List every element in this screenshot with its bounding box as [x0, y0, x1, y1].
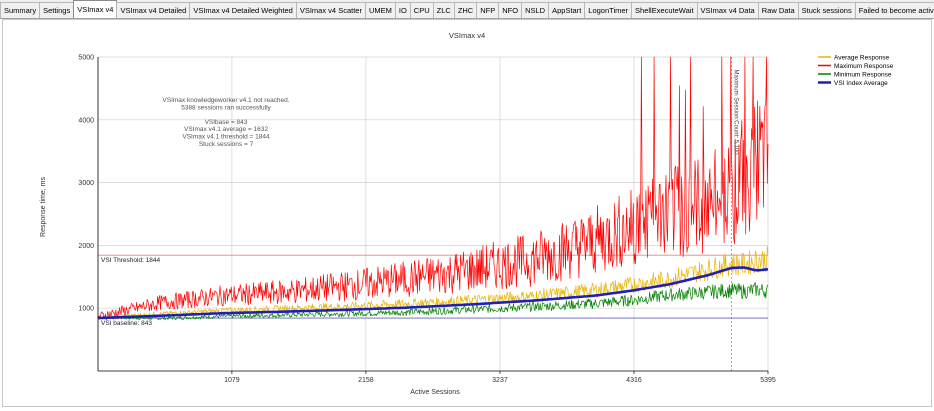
tab-appstart[interactable]: AppStart [548, 2, 586, 18]
tab-settings[interactable]: Settings [39, 2, 75, 18]
series-maximum-response [97, 56, 769, 321]
tab-nsld[interactable]: NSLD [521, 2, 550, 18]
y-axis-label: Response time, ms [40, 177, 47, 237]
x-tick-label: 2158 [358, 377, 374, 384]
x-tick-label: 5395 [760, 377, 776, 384]
tab-summary[interactable]: Summary [0, 2, 41, 18]
legend-entry: Maximum Response [834, 63, 894, 70]
annotation-line: VSImax v4.1 average = 1632 [184, 126, 268, 133]
tab-failed-to-become-active[interactable]: Failed to become active [854, 2, 934, 18]
annotation-block: VSImax knowledgeworker v4.1 not reached.… [162, 97, 289, 148]
tab-logontimer[interactable]: LogonTimer [584, 2, 633, 18]
series-group [97, 56, 769, 321]
tab-vsimax-v4-detailed-weighted[interactable]: VSImax v4 Detailed Weighted [189, 2, 297, 18]
chart-title: VSImax v4 [449, 31, 485, 40]
legend-entry: VSI Index Average [834, 80, 888, 87]
series-vsi-index-average [97, 266, 769, 320]
tab-umem[interactable]: UMEM [364, 2, 396, 18]
x-axis-label: Active Sessions [410, 389, 460, 396]
tab-raw-data[interactable]: Raw Data [757, 2, 799, 18]
tab-vsimax-v4-detailed[interactable]: VSImax v4 Detailed [116, 2, 191, 18]
tab-zlc[interactable]: ZLC [432, 2, 455, 18]
y-tick-label: 5000 [78, 55, 94, 62]
y-tick-label: 3000 [78, 180, 94, 187]
annotation-line: VSIbase = 843 [205, 119, 248, 126]
series-average-response [97, 246, 769, 320]
y-tick-label: 2000 [78, 243, 94, 250]
tab-stuck-sessions[interactable]: Stuck sessions [797, 2, 856, 18]
x-tick-label: 4316 [626, 377, 642, 384]
tab-vsimax-v4[interactable]: VSImax v4 [73, 0, 118, 18]
series-minimum-response [97, 282, 769, 321]
annotation-line: VSImax v4.1 threshold = 1844 [182, 134, 270, 141]
y-tick-label: 1000 [78, 306, 94, 313]
annotation-line: Stuck sessions = 7 [199, 141, 254, 148]
tab-vsimax-v4-scatter[interactable]: VSImax v4 Scatter [295, 2, 366, 18]
legend-entry: Minimum Response [834, 72, 892, 79]
axes: 1000 2000 3000 4000 5000 1079 2158 3237 4316 5395 [78, 55, 775, 385]
tab-vsimax-v4-data[interactable]: VSImax v4 Data [696, 2, 759, 18]
x-tick-label: 1079 [224, 377, 240, 384]
legend-entry: Average Response [834, 55, 890, 62]
vsimax-chart: VSImax v4 Response time, ms Active Sessi… [40, 31, 894, 396]
tab-shellexecutewait[interactable]: ShellExecuteWait [631, 2, 698, 18]
session-marker-label: Maximum Session Count: 5,100 [732, 70, 738, 156]
annotation-line: 5388 sessions ran successfully [181, 104, 271, 111]
reference-line-label: VSI Threshold: 1844 [101, 257, 161, 264]
y-tick-label: 4000 [78, 117, 94, 124]
tab-nfo[interactable]: NFO [498, 2, 523, 18]
x-tick-label: 3237 [492, 377, 508, 384]
tab-cpu[interactable]: CPU [409, 2, 434, 18]
tab-bar: Summary Settings VSImax v4 VSImax v4 Detail… [0, 0, 934, 19]
reference-line-label: VSI baseline: 843 [101, 320, 152, 327]
tab-nfp[interactable]: NFP [476, 2, 500, 18]
annotation-line: VSImax knowledgeworker v4.1 not reached. [162, 97, 289, 104]
tab-zhc[interactable]: ZHC [453, 2, 478, 18]
tab-io[interactable]: IO [394, 2, 411, 18]
chart-panel: VSImax v4 Response time, ms Active Sessi… [2, 19, 932, 407]
